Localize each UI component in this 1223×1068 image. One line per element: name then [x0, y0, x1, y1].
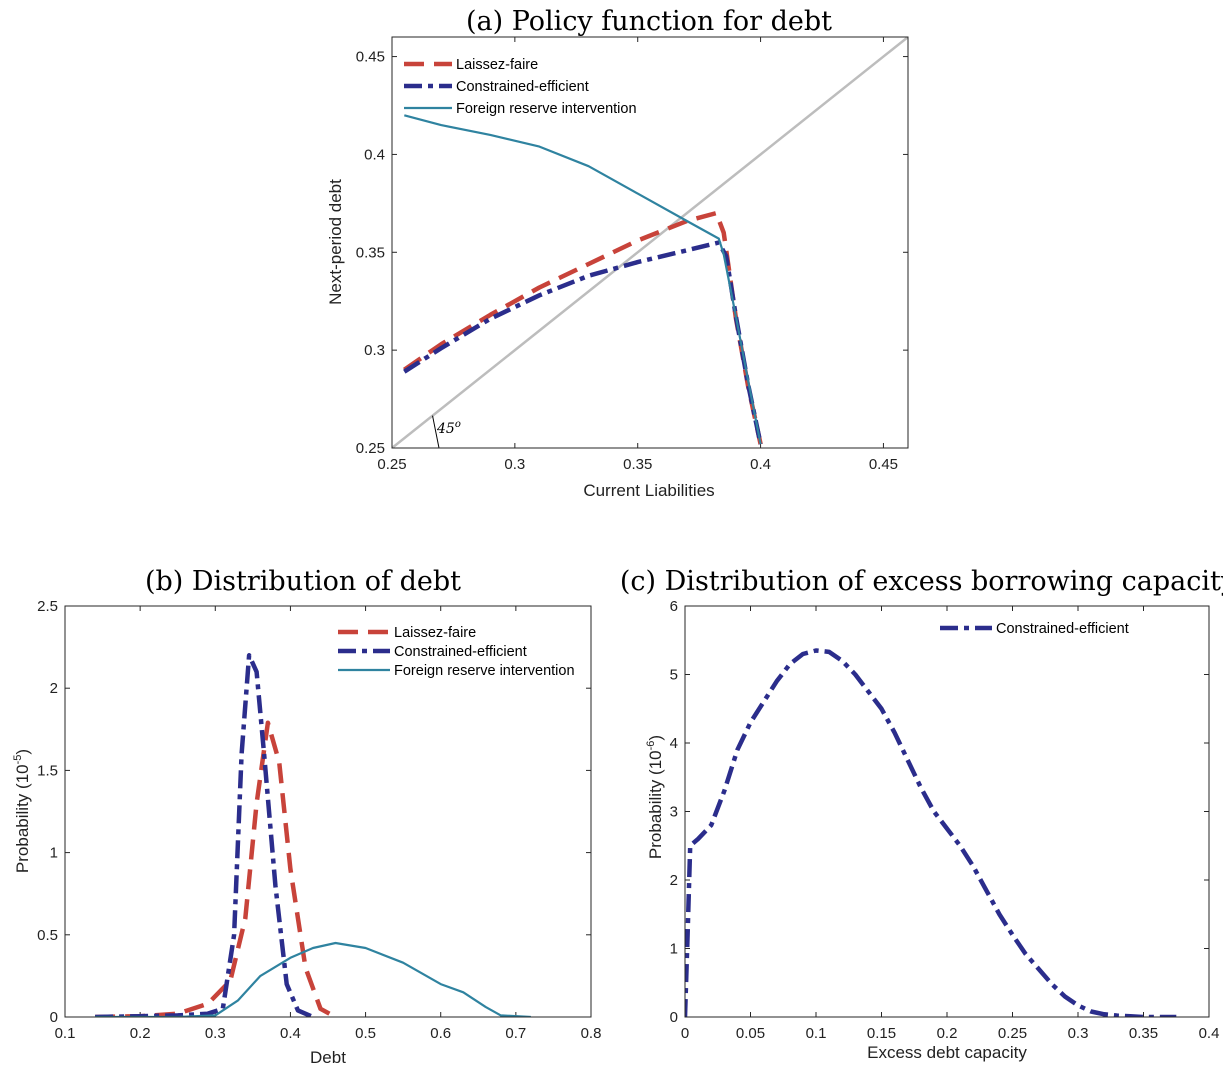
panel-c-series: [685, 648, 1177, 1017]
panel-c: (c) Distribution of excess borrowing cap…: [620, 566, 1223, 1062]
x-tick-label: 0.2: [937, 1025, 958, 1042]
x-tick-label: 0.05: [736, 1025, 765, 1042]
series-line-constrained-efficient: [95, 653, 314, 1017]
panel-c-plot-area: [685, 648, 1177, 1017]
series-line-laissez-faire: [403, 210, 763, 445]
legend-entry-label: Laissez-faire: [394, 625, 476, 641]
series-line-laissez-faire: [95, 720, 337, 1017]
x-tick-label: 0.3: [205, 1025, 226, 1042]
panel-b-legend: Laissez-faire Constrained-efficient Foreig…: [338, 625, 575, 679]
x-tick-label: 0.45: [869, 456, 898, 473]
series-line-constrained-efficient: [403, 240, 763, 445]
y-tick-label: 3: [670, 804, 678, 821]
diagonal-line: [392, 37, 908, 448]
series-line-constrained-efficient: [685, 648, 1177, 1017]
y-tick-label: 0.35: [356, 244, 385, 261]
y-tick-label: 2: [670, 872, 678, 889]
y-tick-label: 0.25: [356, 440, 385, 457]
panel-c-title: (c) Distribution of excess borrowing cap…: [620, 566, 1223, 597]
panel-b-frame: [64, 605, 592, 1018]
y-tick-label: 0.5: [37, 927, 58, 944]
legend-entry-label: Constrained-efficient: [996, 621, 1129, 637]
panel-a-xlabel: Current Liabilities: [583, 481, 714, 500]
x-tick-label: 0.7: [505, 1025, 526, 1042]
series-line-foreign-reserve-intervention: [404, 114, 762, 445]
x-tick-label: 0.2: [130, 1025, 151, 1042]
panel-a-ylabel: Next-period debt: [326, 179, 345, 305]
panel-b-ylabel: Probability (10-5): [12, 749, 32, 873]
y-tick-label: 1: [50, 845, 58, 862]
panel-c-ylabel: Probability (10-6): [645, 735, 665, 859]
y-tick-label: 0.4: [364, 146, 385, 163]
y-tick-label: 5: [670, 667, 678, 684]
legend-entry-label: Constrained-efficient: [394, 644, 527, 660]
x-tick-label: 0.4: [280, 1025, 301, 1042]
angle-marker: [432, 415, 440, 448]
y-tick-label: 0.3: [364, 342, 385, 359]
x-tick-label: 0.35: [623, 456, 652, 473]
panel-b-ticks: 0.1 0.2 0.3 0.4 0.5 0.6 0.7 0.8 0 0.5 1 1.5 2 2.5: [37, 598, 601, 1042]
legend-entry-label: Laissez-faire: [456, 57, 538, 73]
panel-a-legend: Laissez-faire Constrained-efficient Foreig…: [404, 57, 637, 117]
legend-entry-label: Foreign reserve intervention: [394, 663, 575, 679]
y-tick-label: 2: [50, 680, 58, 697]
x-tick-label: 0.8: [581, 1025, 602, 1042]
panel-a-angle-annotation: 45o: [436, 419, 461, 437]
x-tick-label: 0.15: [867, 1025, 896, 1042]
panel-a-title: (a) Policy function for debt: [466, 6, 832, 37]
angle-value: 45: [436, 421, 455, 437]
panel-a: (a) Policy function for debt 0.25 0.3 0.35…: [326, 6, 909, 500]
y-tick-label: 6: [670, 598, 678, 615]
x-tick-label: 0.4: [1199, 1025, 1220, 1042]
panel-c-ticks: 0 0.05 0.1 0.15 0.2 0.25 0.3 0.35 0.4 0 1 2 3 4 5 6: [670, 598, 1220, 1042]
panel-a-frame: [391, 36, 909, 449]
panel-b-plot-area: [95, 653, 531, 1017]
y-tick-label: 1: [670, 941, 678, 958]
x-tick-label: 0.25: [377, 456, 406, 473]
panel-a-series: [392, 37, 908, 448]
y-tick-label: 0: [50, 1009, 58, 1026]
panel-a-plot-area: [392, 37, 908, 448]
x-tick-label: 0.25: [998, 1025, 1027, 1042]
panel-b: (b) Distribution of debt 0.1 0.2 0.3 0.4 0.5…: [12, 566, 601, 1067]
x-tick-label: 0.35: [1129, 1025, 1158, 1042]
angle-degree: o: [455, 419, 461, 430]
panel-c-xlabel: Excess debt capacity: [867, 1043, 1027, 1062]
x-tick-label: 0.5: [355, 1025, 376, 1042]
x-tick-label: 0.3: [1068, 1025, 1089, 1042]
x-tick-label: 0.1: [55, 1025, 76, 1042]
panel-b-xlabel: Debt: [310, 1048, 346, 1067]
y-tick-label: 2.5: [37, 598, 58, 615]
x-tick-label: 0.6: [430, 1025, 451, 1042]
legend-entry-label: Constrained-efficient: [456, 79, 589, 95]
panel-b-series: [95, 653, 531, 1017]
panel-a-ticks: 0.25 0.3 0.35 0.4 0.45 0.25 0.3 0.35 0.4 0.45: [356, 37, 908, 473]
panel-c-legend: Constrained-efficient: [940, 621, 1129, 637]
x-tick-label: 0.4: [750, 456, 771, 473]
panel-c-frame: [684, 605, 1210, 1018]
x-tick-label: 0.3: [504, 456, 525, 473]
legend-entry-label: Foreign reserve intervention: [456, 101, 637, 117]
y-tick-label: 4: [670, 735, 678, 752]
panel-b-title: (b) Distribution of debt: [145, 566, 461, 597]
y-tick-label: 0.45: [356, 49, 385, 66]
series-line-foreign-reserve-intervention: [95, 941, 531, 1017]
y-tick-label: 0: [670, 1009, 678, 1026]
x-tick-label: 0: [681, 1025, 689, 1042]
y-tick-label: 1.5: [37, 762, 58, 779]
x-tick-label: 0.1: [806, 1025, 827, 1042]
